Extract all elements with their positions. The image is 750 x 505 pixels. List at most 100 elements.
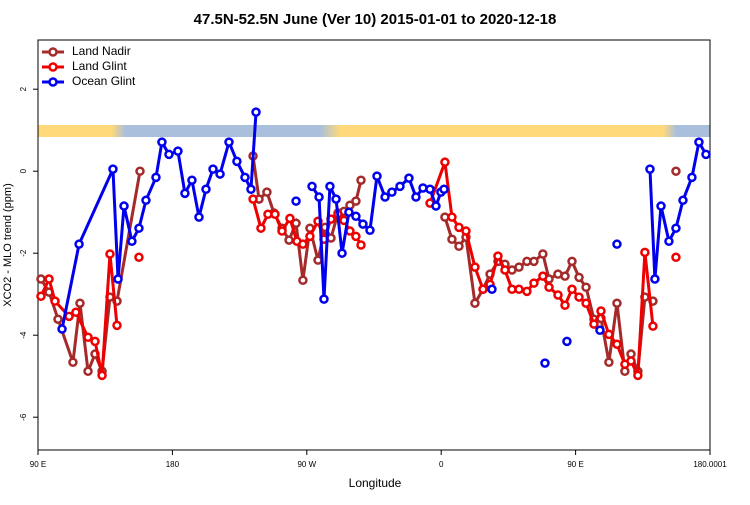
data-point (560, 271, 570, 281)
data-point (83, 332, 93, 342)
data-point (514, 262, 524, 272)
data-point (439, 184, 449, 194)
data-point (461, 226, 471, 236)
x-tick-label: 90 W (297, 460, 316, 469)
data-point (331, 194, 341, 204)
legend-label: Ocean Glint (72, 74, 136, 88)
chart-title: 47.5N-52.5N June (Ver 10) 2015-01-01 to … (194, 11, 557, 28)
y-axis-label: XCO2 - MLO trend (ppm) (2, 183, 14, 306)
data-point (596, 306, 606, 316)
data-point (113, 274, 123, 284)
data-point (454, 241, 464, 251)
data-point (487, 284, 497, 295)
data-point (574, 292, 584, 302)
data-point (71, 307, 81, 317)
data-point (633, 370, 643, 381)
x-tick-label: 90 E (567, 460, 583, 469)
y-tick-label: -6 (19, 413, 28, 421)
x-tick-label: 90 E (30, 460, 46, 469)
legend-marker (48, 62, 58, 72)
data-point (157, 137, 167, 147)
data-point (74, 239, 84, 249)
data-point (173, 146, 183, 156)
data-point (246, 184, 256, 194)
series-line (41, 156, 676, 371)
data-point (404, 173, 414, 183)
data-point (224, 137, 234, 147)
data-point (105, 249, 115, 259)
data-point (313, 255, 323, 265)
data-point (562, 336, 572, 347)
data-point (307, 181, 317, 192)
data-point (581, 282, 591, 292)
data-point (447, 212, 457, 222)
plot-frame (37, 39, 711, 451)
data-point (595, 325, 605, 336)
data-point (645, 164, 655, 174)
data-point (648, 321, 658, 331)
data-point (251, 107, 261, 117)
data-point (351, 211, 361, 222)
data-point (356, 240, 366, 250)
data-point (540, 358, 550, 368)
data-point (478, 284, 488, 295)
data-point (493, 251, 503, 261)
data-point (50, 296, 60, 306)
data-point (701, 149, 711, 160)
data-point (351, 231, 361, 242)
data-point (431, 201, 441, 211)
data-point (127, 236, 137, 247)
data-point (75, 298, 85, 308)
data-point (574, 272, 584, 283)
data-point (314, 192, 324, 202)
data-point (36, 291, 46, 301)
data-point (544, 282, 554, 292)
data-point (141, 195, 151, 206)
data-point (36, 274, 46, 284)
data-point (612, 339, 622, 349)
data-point (440, 157, 450, 167)
legend-marker (48, 77, 58, 87)
data-point (83, 366, 93, 377)
data-point (119, 201, 129, 211)
land-ocean-band (38, 125, 710, 137)
x-tick-label: 0 (439, 460, 444, 469)
legend-label: Land Glint (72, 59, 127, 73)
data-point (581, 298, 591, 308)
data-point (201, 184, 211, 194)
data-point (325, 181, 335, 192)
data-point (567, 256, 577, 267)
data-point (262, 187, 272, 197)
data-point (470, 298, 480, 308)
data-point (208, 164, 218, 174)
data-point (291, 196, 301, 206)
data-point (522, 286, 532, 297)
x-tick-label: 180 (166, 460, 180, 469)
data-point (604, 357, 614, 368)
data-point (248, 194, 258, 204)
data-point (694, 137, 704, 147)
data-point (365, 225, 375, 235)
data-point (53, 314, 63, 324)
data-point (298, 275, 308, 286)
data-point (395, 181, 405, 192)
data-point (215, 169, 225, 179)
data-point (671, 166, 681, 176)
data-point (529, 256, 539, 267)
data-point (90, 336, 100, 347)
data-point (514, 284, 524, 295)
data-point (284, 235, 294, 245)
y-tick-label: 0 (19, 168, 28, 173)
data-point (305, 231, 315, 242)
data-point (664, 236, 674, 247)
data-point (640, 247, 650, 258)
data-point (626, 356, 636, 366)
data-point (277, 226, 287, 236)
data-point (656, 201, 666, 211)
data-point (351, 196, 361, 206)
data-point (240, 172, 250, 183)
data-point (612, 239, 622, 249)
data-point (650, 274, 660, 284)
data-point (344, 207, 354, 217)
data-point (372, 171, 382, 181)
